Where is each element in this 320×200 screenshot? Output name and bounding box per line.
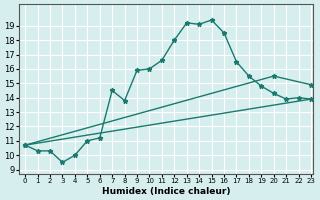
- X-axis label: Humidex (Indice chaleur): Humidex (Indice chaleur): [102, 187, 230, 196]
